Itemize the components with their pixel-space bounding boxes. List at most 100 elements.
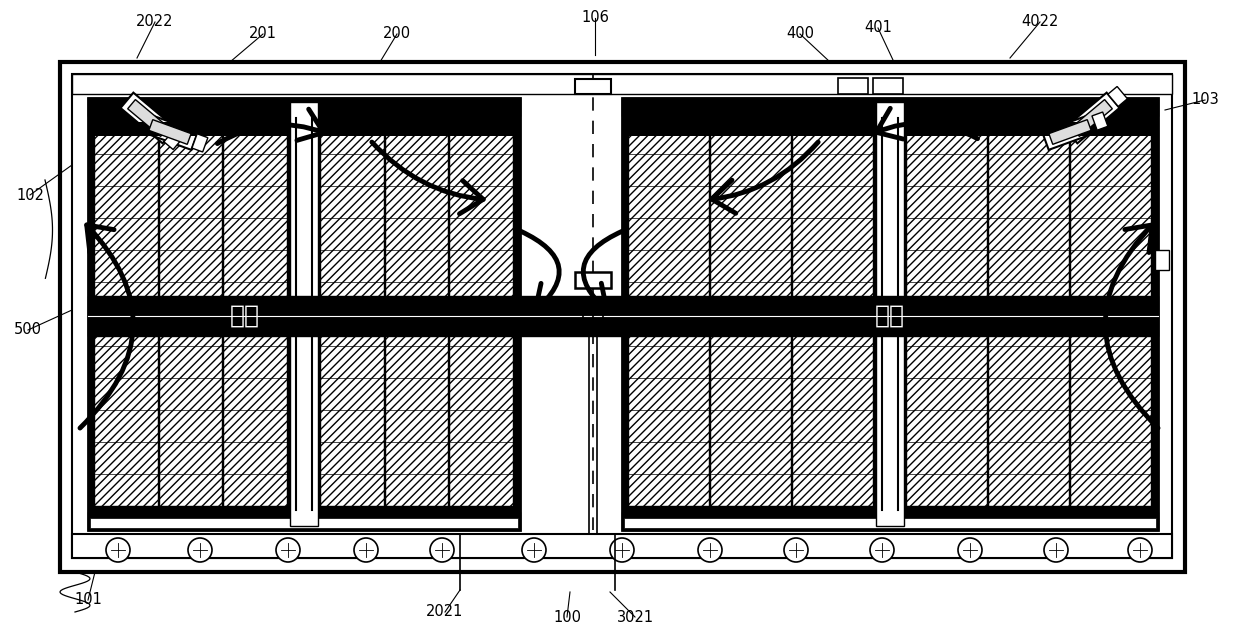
Bar — [627, 122, 874, 136]
Bar — [906, 122, 987, 506]
Text: 106: 106 — [582, 11, 609, 25]
Bar — [1071, 122, 1151, 506]
Bar — [160, 122, 222, 506]
FancyArrowPatch shape — [877, 109, 977, 139]
Bar — [990, 122, 1069, 506]
Bar — [149, 120, 191, 144]
Bar — [629, 122, 709, 506]
Text: 3021: 3021 — [616, 610, 653, 625]
Bar — [60, 62, 1185, 572]
Bar — [160, 122, 222, 506]
Bar — [320, 122, 515, 506]
Bar — [622, 98, 1158, 530]
Text: 101: 101 — [74, 593, 102, 608]
Bar — [906, 122, 1152, 506]
Bar — [94, 122, 288, 506]
Bar — [320, 122, 515, 136]
Bar — [622, 98, 1158, 116]
Bar — [192, 134, 208, 152]
Circle shape — [105, 538, 130, 562]
Circle shape — [277, 538, 300, 562]
Circle shape — [430, 538, 454, 562]
Circle shape — [1128, 538, 1152, 562]
FancyArrowPatch shape — [521, 231, 563, 310]
Bar — [1071, 100, 1112, 136]
Bar — [711, 122, 791, 506]
Bar — [94, 122, 288, 136]
Bar — [72, 534, 1172, 558]
Text: 2021: 2021 — [427, 604, 464, 620]
FancyArrowPatch shape — [1105, 225, 1158, 428]
Bar — [575, 272, 611, 288]
Bar — [88, 98, 520, 530]
Circle shape — [353, 538, 378, 562]
Bar — [575, 79, 611, 94]
Circle shape — [610, 538, 634, 562]
Text: 401: 401 — [864, 20, 892, 35]
Text: 400: 400 — [786, 27, 813, 42]
Bar — [1049, 120, 1091, 144]
Bar — [629, 122, 709, 506]
Bar — [120, 93, 176, 143]
FancyArrowPatch shape — [579, 231, 622, 310]
Circle shape — [784, 538, 808, 562]
Circle shape — [870, 538, 894, 562]
Bar — [873, 78, 903, 94]
FancyArrowPatch shape — [372, 142, 484, 214]
Bar — [95, 122, 157, 506]
Bar — [321, 122, 383, 506]
Circle shape — [522, 538, 546, 562]
Circle shape — [188, 538, 212, 562]
Circle shape — [698, 538, 722, 562]
Bar — [95, 122, 157, 506]
Text: 100: 100 — [553, 610, 582, 625]
Bar — [1042, 114, 1097, 150]
FancyArrowPatch shape — [712, 142, 818, 213]
Bar — [143, 114, 198, 150]
Bar — [164, 129, 184, 150]
FancyArrowPatch shape — [81, 225, 133, 428]
Text: 500: 500 — [14, 322, 42, 338]
Text: 4022: 4022 — [1022, 15, 1059, 30]
Bar — [990, 122, 1069, 506]
Bar — [1071, 122, 1151, 506]
Bar — [224, 122, 286, 506]
Bar — [450, 122, 513, 506]
Bar — [711, 122, 791, 506]
Text: 均温: 均温 — [229, 304, 260, 328]
Text: 201: 201 — [249, 27, 277, 42]
Bar — [838, 78, 868, 94]
Bar — [450, 122, 513, 506]
Bar — [1092, 112, 1107, 130]
Bar — [128, 100, 169, 136]
Bar — [88, 98, 520, 116]
Bar — [627, 122, 874, 506]
Text: 102: 102 — [16, 187, 43, 203]
Bar — [624, 518, 1156, 528]
Bar — [1064, 93, 1120, 143]
Bar — [72, 74, 1172, 558]
Text: 103: 103 — [1192, 93, 1219, 107]
Bar — [1107, 86, 1127, 107]
Bar — [386, 122, 449, 506]
Text: 200: 200 — [383, 27, 412, 42]
Bar — [1154, 250, 1169, 270]
Bar — [72, 74, 1172, 94]
Text: 均温: 均温 — [875, 304, 905, 328]
Bar — [622, 512, 1158, 530]
Bar — [875, 102, 904, 526]
Bar — [386, 122, 449, 506]
Bar — [290, 102, 317, 526]
FancyArrowPatch shape — [217, 109, 324, 144]
Bar — [794, 122, 873, 506]
Bar — [91, 518, 518, 528]
Text: 2022: 2022 — [136, 15, 174, 30]
Bar — [88, 512, 520, 530]
Bar — [794, 122, 873, 506]
Bar — [321, 122, 383, 506]
Circle shape — [1044, 538, 1068, 562]
Bar — [224, 122, 286, 506]
Bar — [906, 122, 1152, 136]
Bar — [88, 296, 1158, 336]
Bar — [906, 122, 987, 506]
